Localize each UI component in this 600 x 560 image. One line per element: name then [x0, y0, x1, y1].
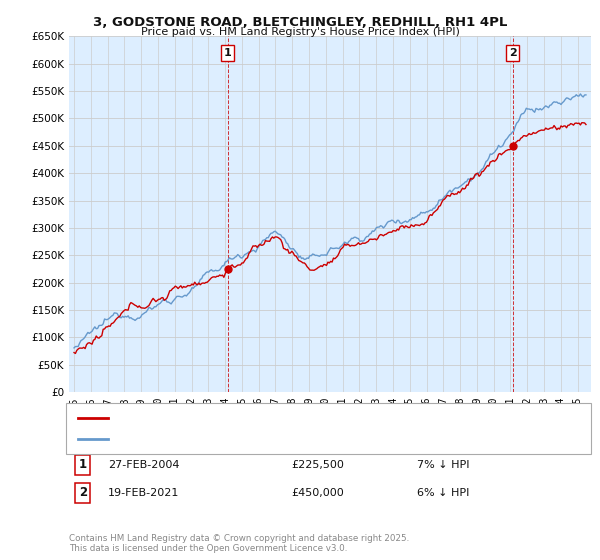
Text: £225,500: £225,500	[291, 460, 344, 470]
Text: 7% ↓ HPI: 7% ↓ HPI	[417, 460, 469, 470]
Text: 2: 2	[79, 486, 87, 500]
Text: 2: 2	[509, 48, 517, 58]
Text: 3, GODSTONE ROAD, BLETCHINGLEY, REDHILL, RH1 4PL (semi-detached house): 3, GODSTONE ROAD, BLETCHINGLEY, REDHILL,…	[114, 413, 511, 423]
Text: 3, GODSTONE ROAD, BLETCHINGLEY, REDHILL, RH1 4PL: 3, GODSTONE ROAD, BLETCHINGLEY, REDHILL,…	[93, 16, 507, 29]
Text: 1: 1	[79, 458, 87, 472]
Text: 1: 1	[224, 48, 232, 58]
Text: 19-FEB-2021: 19-FEB-2021	[108, 488, 179, 498]
Text: 27-FEB-2004: 27-FEB-2004	[108, 460, 179, 470]
Text: Price paid vs. HM Land Registry's House Price Index (HPI): Price paid vs. HM Land Registry's House …	[140, 27, 460, 37]
Text: £450,000: £450,000	[291, 488, 344, 498]
Text: HPI: Average price, semi-detached house, Tandridge: HPI: Average price, semi-detached house,…	[114, 433, 375, 444]
Text: 6% ↓ HPI: 6% ↓ HPI	[417, 488, 469, 498]
Text: Contains HM Land Registry data © Crown copyright and database right 2025.
This d: Contains HM Land Registry data © Crown c…	[69, 534, 409, 553]
